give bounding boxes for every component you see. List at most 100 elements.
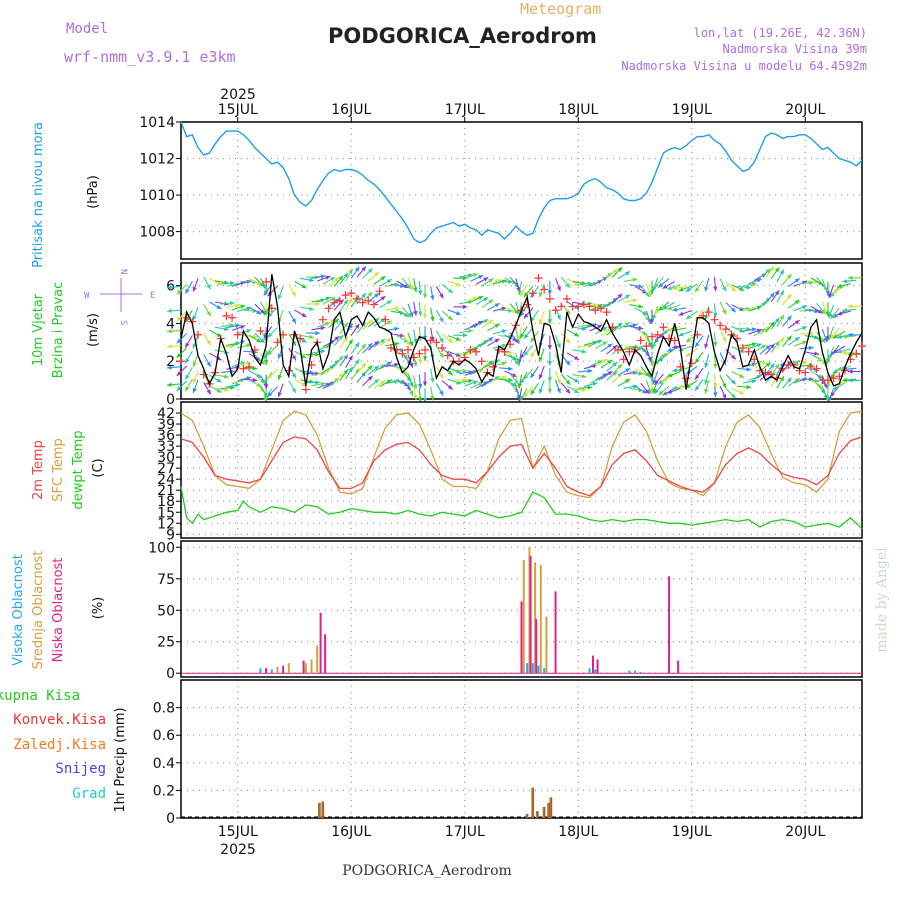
- wind-arrow-head: [185, 374, 190, 380]
- gust-marker: [551, 306, 560, 315]
- wind-arrow-head: [462, 377, 468, 383]
- wind-arrow-head: [581, 349, 587, 354]
- total-precip-bar: [525, 813, 528, 818]
- model-label: Model: [66, 21, 108, 37]
- wind-arrow-head: [252, 334, 258, 339]
- wind-arrow-head: [565, 338, 571, 344]
- wind-arrow-head: [430, 377, 435, 383]
- wind-arrow-head: [354, 359, 360, 365]
- wind-arrow-head: [176, 371, 182, 376]
- wind-arrow-head: [538, 356, 543, 362]
- wind-arrow-head: [367, 365, 373, 371]
- wind-arrow-head: [779, 269, 784, 275]
- wind-arrow-head: [704, 286, 709, 292]
- gust-marker: [562, 294, 571, 303]
- wind-arrow-head: [654, 388, 659, 394]
- wind-arrow-head: [520, 333, 525, 339]
- y-tick-label: 0.4: [153, 756, 175, 772]
- gust-marker: [341, 291, 350, 300]
- y-tick-label: 100: [148, 540, 175, 556]
- wind-arrow-head: [686, 314, 691, 320]
- gust-marker: [540, 285, 549, 294]
- wind-arrow-head: [848, 378, 853, 383]
- wind-arrow-head: [430, 316, 435, 322]
- high-cloud-bar: [588, 668, 591, 674]
- wind-arrow-head: [842, 334, 848, 339]
- gust-marker: [767, 370, 776, 379]
- wind-arrow-head: [224, 374, 229, 379]
- wind-arrow-head: [394, 341, 400, 347]
- gust-marker: [801, 368, 810, 377]
- wind-arrow-head: [439, 352, 444, 358]
- wind-arrow-head: [746, 367, 752, 372]
- wind-arrow-head: [587, 368, 593, 374]
- wind-arrow-head: [756, 328, 762, 333]
- wind-arrow-head: [547, 290, 552, 295]
- wind-arrow-head: [334, 336, 340, 341]
- wind-arrow-head: [494, 338, 500, 343]
- wind-arrow-head: [494, 303, 500, 308]
- wind-arrow-head: [517, 358, 522, 364]
- gust-marker: [438, 344, 447, 352]
- wind-arrow-head: [765, 345, 771, 350]
- wind-arrow-head: [802, 340, 808, 345]
- wind-arrow-head: [739, 286, 745, 291]
- wind-arrow-head: [607, 343, 613, 348]
- y-tick-label: 30: [157, 450, 175, 466]
- wind-arrow-head: [309, 334, 314, 340]
- wind-arrow-head: [808, 345, 814, 351]
- wind-arrow-head: [617, 364, 623, 369]
- footer-station: PODGORICA_Aerodrom: [342, 863, 512, 879]
- pressure-line: [180, 121, 863, 244]
- wind-arrow-head: [325, 296, 331, 301]
- wind-arrow-head: [830, 351, 835, 356]
- wind-arrow-head: [617, 267, 623, 272]
- gust-marker: [222, 311, 231, 320]
- bottom-date-label: 15JUL: [218, 824, 258, 840]
- wind-arrow-head: [462, 333, 468, 338]
- wind-arrow-head: [315, 352, 320, 357]
- wind-arrow-head: [538, 388, 543, 394]
- wind-arrow-head: [823, 337, 828, 343]
- wind-arrow-head: [413, 384, 418, 390]
- mid-cloud-bar: [287, 663, 290, 674]
- wind-arrow-head: [667, 305, 673, 310]
- y-tick-label: 18: [157, 494, 175, 510]
- gust-marker: [301, 385, 310, 394]
- wind-arrow-head: [309, 277, 314, 283]
- wind-arrow-head: [413, 287, 418, 293]
- wind-arrow-head: [592, 303, 598, 308]
- wind-arrow-head: [770, 266, 775, 272]
- wind-arrow-head: [394, 282, 400, 287]
- panel-frame: [180, 679, 863, 819]
- bottom-date-label: 16JUL: [331, 824, 371, 840]
- wind-arrow-head: [409, 312, 414, 317]
- bottom-date-axis: 15JUL 16JUL 17JUL 18JUL 19JUL 20JUL: [218, 824, 826, 840]
- y-tick-label: 15: [157, 505, 175, 521]
- wind-arrow-head: [842, 308, 848, 313]
- wind-arrow-head: [713, 312, 718, 318]
- mid-cloud-bar: [522, 559, 525, 674]
- wind-arrow-head: [354, 266, 360, 272]
- wind-arrow-head: [565, 283, 571, 288]
- gust-marker: [858, 342, 866, 351]
- wind-arrow-head: [713, 341, 718, 347]
- wind-arrow-head: [240, 304, 246, 309]
- wind-arrow-head: [348, 297, 353, 303]
- wind-arrow-head: [409, 362, 414, 368]
- gust-marker: [426, 336, 435, 345]
- total-precip-bar: [321, 801, 324, 818]
- wind-arrow-head: [565, 309, 571, 315]
- mid-cloud-bar: [276, 666, 279, 674]
- wind-arrow-head: [667, 373, 673, 377]
- cloud-unit: (%): [91, 597, 106, 620]
- gust-marker: [636, 336, 645, 345]
- wind-arrow-head: [842, 377, 848, 383]
- wind-arrow-head: [267, 392, 273, 397]
- wind-arrow-head: [472, 273, 478, 278]
- wind-arrow-head: [556, 388, 561, 394]
- gust-marker: [574, 302, 583, 311]
- legend-frozen-precip: Zaledj.Kisa: [13, 737, 106, 753]
- wind-arrow-head: [617, 322, 623, 328]
